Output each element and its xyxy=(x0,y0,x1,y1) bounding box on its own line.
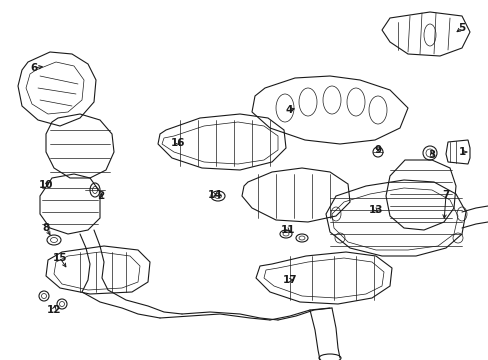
Text: 7: 7 xyxy=(442,190,449,200)
Text: 13: 13 xyxy=(368,205,383,215)
Text: 15: 15 xyxy=(53,253,67,263)
Text: 5: 5 xyxy=(457,23,465,33)
Text: 4: 4 xyxy=(285,105,292,115)
Text: 9: 9 xyxy=(374,145,381,155)
Text: 16: 16 xyxy=(170,138,185,148)
Text: 3: 3 xyxy=(427,150,435,160)
Text: 2: 2 xyxy=(97,191,104,201)
Text: 12: 12 xyxy=(47,305,61,315)
Text: 6: 6 xyxy=(30,63,38,73)
Text: 10: 10 xyxy=(39,180,53,190)
Text: 17: 17 xyxy=(282,275,297,285)
Text: 14: 14 xyxy=(207,190,222,200)
Text: 11: 11 xyxy=(280,225,295,235)
Text: 1: 1 xyxy=(457,147,465,157)
Text: 8: 8 xyxy=(42,223,49,233)
